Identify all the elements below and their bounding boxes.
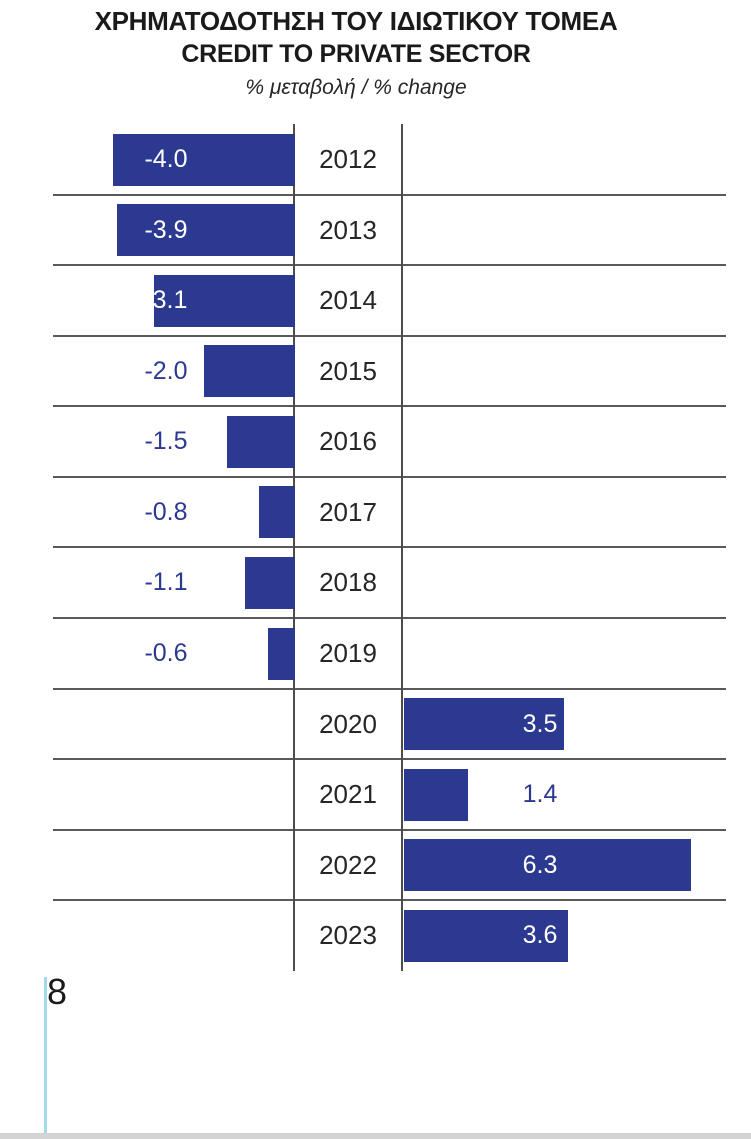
row-gridline — [53, 899, 726, 902]
year-label-2023: 2023 — [319, 920, 377, 951]
accent-vertical-rule — [44, 977, 47, 1133]
chart-units-label: % μεταβολή / % change — [245, 76, 467, 99]
year-label-2020: 2020 — [319, 708, 377, 739]
row-gridline — [53, 687, 726, 690]
row-gridline — [53, 546, 726, 549]
row-gridline — [53, 475, 726, 478]
bar-2022 — [404, 839, 692, 892]
row-gridline — [53, 758, 726, 761]
value-label-2020: 3.5 — [522, 709, 558, 738]
bar-2013 — [117, 204, 295, 257]
axis-right-baseline — [401, 124, 403, 971]
year-label-2018: 2018 — [319, 567, 377, 598]
bar-2019 — [267, 627, 295, 680]
row-gridline — [53, 405, 726, 408]
value-label-2014: 3.1 — [152, 286, 188, 315]
row-gridline — [53, 617, 726, 620]
chart-title-english: CREDIT TO PRIVATE SECTOR — [181, 40, 531, 68]
bar-2015 — [203, 345, 295, 398]
value-label-2016: -1.5 — [144, 427, 188, 456]
value-label-2019: -0.6 — [144, 639, 188, 668]
chart-title-block: ΧΡΗΜΑΤΟΔΟΤΗΣΗ ΤΟΥ ΙΔΙΩΤΙΚΟΥ ΤΟΜΕΑ CREDIT… — [0, 5, 712, 101]
year-label-2019: 2019 — [319, 638, 377, 669]
row-gridline — [53, 193, 726, 196]
chart-title-greek: ΧΡΗΜΑΤΟΔΟΤΗΣΗ ΤΟΥ ΙΔΙΩΤΙΚΟΥ ΤΟΜΕΑ — [94, 6, 618, 36]
year-label-2022: 2022 — [319, 849, 377, 880]
value-label-2013: -3.9 — [144, 215, 188, 244]
bar-2012 — [112, 133, 295, 186]
year-label-2012: 2012 — [319, 144, 377, 174]
year-label-2016: 2016 — [319, 426, 377, 457]
value-label-2018: -1.1 — [144, 568, 188, 597]
page-number: 8 — [47, 971, 68, 1012]
row-gridline — [53, 828, 726, 831]
year-label-2017: 2017 — [319, 496, 377, 527]
year-label-2014: 2014 — [319, 285, 377, 316]
bar-2021 — [404, 768, 468, 821]
bottom-gray-strip — [0, 1133, 751, 1139]
row-gridline — [53, 334, 726, 337]
value-label-2022: 6.3 — [522, 850, 558, 879]
year-label-2021: 2021 — [319, 779, 377, 810]
bar-2016 — [226, 415, 295, 468]
year-label-2013: 2013 — [319, 214, 377, 245]
value-label-2021: 1.4 — [522, 780, 558, 809]
value-label-2023: 3.6 — [522, 921, 558, 950]
bar-2023 — [404, 909, 569, 962]
row-gridline — [53, 264, 726, 267]
axis-left-baseline — [293, 124, 295, 971]
bar-2017 — [258, 486, 295, 539]
bar-2018 — [244, 556, 295, 609]
year-label-2015: 2015 — [319, 355, 377, 386]
value-label-2012: -4.0 — [144, 145, 188, 173]
value-label-2017: -0.8 — [144, 497, 188, 526]
value-label-2015: -2.0 — [144, 356, 188, 385]
bar-2020 — [404, 698, 564, 751]
bar-2014 — [153, 274, 295, 327]
